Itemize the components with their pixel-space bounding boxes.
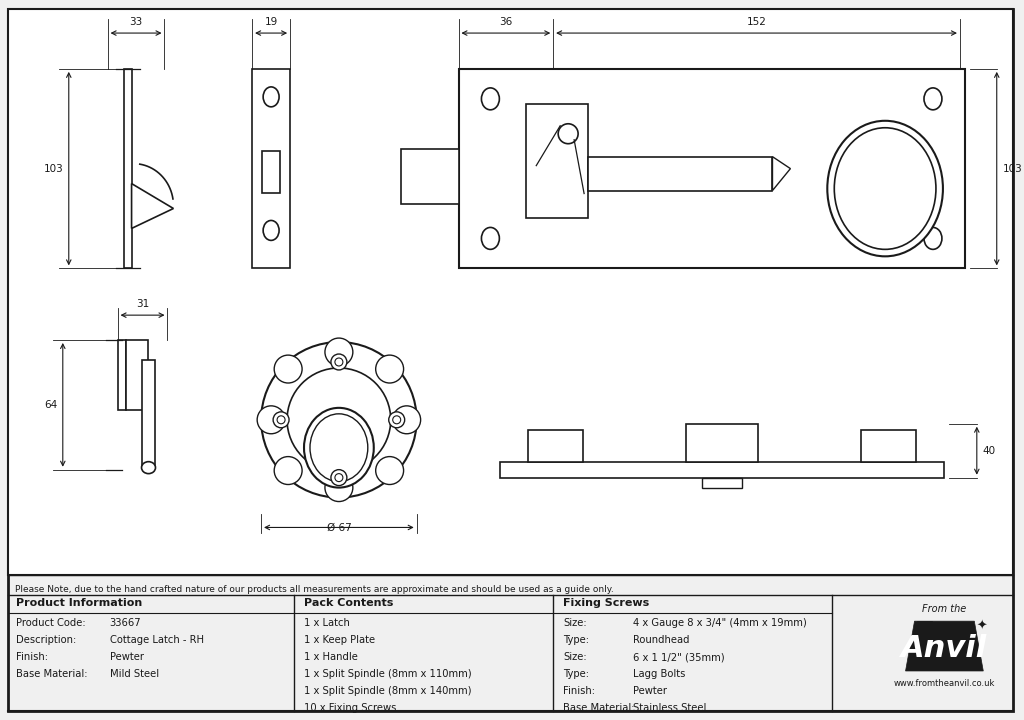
Text: Description:: Description: bbox=[16, 635, 76, 645]
Text: Stainless Steel: Stainless Steel bbox=[633, 703, 707, 713]
Ellipse shape bbox=[304, 408, 374, 487]
Text: 40: 40 bbox=[983, 446, 996, 456]
Circle shape bbox=[274, 456, 302, 485]
Circle shape bbox=[376, 355, 403, 383]
Bar bbox=[328, 401, 350, 423]
Text: 36: 36 bbox=[500, 17, 512, 27]
Polygon shape bbox=[131, 184, 173, 228]
Ellipse shape bbox=[481, 228, 500, 249]
Text: Product Code:: Product Code: bbox=[16, 618, 86, 628]
Ellipse shape bbox=[924, 88, 942, 110]
Circle shape bbox=[389, 412, 404, 428]
Bar bbox=[528, 430, 583, 462]
Text: Type:: Type: bbox=[563, 669, 589, 679]
Bar bbox=[501, 462, 944, 477]
Text: Roundhead: Roundhead bbox=[633, 635, 689, 645]
Text: 6 x 1 1/2" (35mm): 6 x 1 1/2" (35mm) bbox=[633, 652, 725, 662]
Ellipse shape bbox=[481, 88, 500, 110]
Text: 31: 31 bbox=[136, 300, 150, 309]
Circle shape bbox=[335, 358, 343, 366]
Bar bbox=[400, 149, 459, 204]
Bar bbox=[124, 69, 131, 269]
Ellipse shape bbox=[141, 462, 156, 474]
Bar bbox=[8, 9, 1013, 575]
Text: www.fromtheanvil.co.uk: www.fromtheanvil.co.uk bbox=[894, 679, 995, 688]
Text: Ø 67: Ø 67 bbox=[327, 523, 351, 532]
Text: Pack Contents: Pack Contents bbox=[304, 598, 393, 608]
Text: 10 x Fixing Screws: 10 x Fixing Screws bbox=[304, 703, 396, 713]
Circle shape bbox=[261, 342, 417, 498]
Text: Size:: Size: bbox=[563, 618, 587, 628]
Circle shape bbox=[331, 354, 347, 370]
Circle shape bbox=[273, 412, 289, 428]
Text: Pewter: Pewter bbox=[633, 686, 667, 696]
Text: 103: 103 bbox=[44, 163, 63, 174]
Text: 1 x Keep Plate: 1 x Keep Plate bbox=[304, 635, 375, 645]
Ellipse shape bbox=[827, 121, 943, 256]
Bar bbox=[262, 150, 281, 192]
Text: Product Information: Product Information bbox=[16, 598, 142, 608]
Text: 1 x Latch: 1 x Latch bbox=[304, 618, 350, 628]
Text: Fixing Screws: Fixing Screws bbox=[563, 598, 649, 608]
Text: Base Material:: Base Material: bbox=[563, 703, 635, 713]
Text: 103: 103 bbox=[1002, 163, 1023, 174]
Text: Finish:: Finish: bbox=[563, 686, 595, 696]
Text: Please Note, due to the hand crafted nature of our products all measurements are: Please Note, due to the hand crafted nat… bbox=[15, 585, 613, 594]
Polygon shape bbox=[772, 157, 791, 191]
Ellipse shape bbox=[835, 127, 936, 249]
Circle shape bbox=[335, 474, 343, 482]
Text: 1 x Split Spindle (8mm x 140mm): 1 x Split Spindle (8mm x 140mm) bbox=[304, 686, 471, 696]
Circle shape bbox=[287, 368, 391, 472]
Bar bbox=[118, 340, 126, 410]
Bar bbox=[252, 69, 290, 269]
Bar bbox=[702, 477, 742, 487]
Text: Finish:: Finish: bbox=[16, 652, 48, 662]
Bar bbox=[588, 157, 772, 191]
Ellipse shape bbox=[263, 220, 280, 240]
Bar bbox=[871, 149, 899, 183]
Text: Size:: Size: bbox=[563, 652, 587, 662]
Bar bbox=[526, 104, 588, 218]
Text: Lagg Bolts: Lagg Bolts bbox=[633, 669, 685, 679]
Ellipse shape bbox=[263, 87, 280, 107]
Text: Mild Steel: Mild Steel bbox=[110, 669, 159, 679]
Circle shape bbox=[274, 355, 302, 383]
Text: 1 x Split Spindle (8mm x 110mm): 1 x Split Spindle (8mm x 110mm) bbox=[304, 669, 472, 679]
Bar bbox=[861, 430, 916, 462]
Text: Cottage Latch - RH: Cottage Latch - RH bbox=[110, 635, 204, 645]
Text: 4 x Gauge 8 x 3/4" (4mm x 19mm): 4 x Gauge 8 x 3/4" (4mm x 19mm) bbox=[633, 618, 807, 628]
Ellipse shape bbox=[310, 414, 368, 482]
Text: 33: 33 bbox=[129, 17, 142, 27]
Text: 1 x Handle: 1 x Handle bbox=[304, 652, 357, 662]
Circle shape bbox=[558, 124, 579, 144]
Circle shape bbox=[331, 469, 347, 485]
Text: 152: 152 bbox=[746, 17, 767, 27]
Bar bbox=[126, 340, 147, 410]
Circle shape bbox=[376, 456, 403, 485]
Bar bbox=[686, 424, 758, 462]
Bar bbox=[916, 621, 933, 635]
Text: From the: From the bbox=[923, 604, 967, 614]
Ellipse shape bbox=[924, 228, 942, 249]
Text: Anvil: Anvil bbox=[901, 634, 987, 662]
Circle shape bbox=[393, 406, 421, 433]
Text: Base Material:: Base Material: bbox=[16, 669, 87, 679]
Circle shape bbox=[257, 406, 285, 433]
Polygon shape bbox=[905, 621, 983, 671]
Text: 33667: 33667 bbox=[110, 618, 141, 628]
Bar bbox=[863, 140, 907, 191]
Text: Type:: Type: bbox=[563, 635, 589, 645]
Circle shape bbox=[278, 416, 285, 424]
Circle shape bbox=[393, 416, 400, 424]
Text: 64: 64 bbox=[45, 400, 57, 410]
Bar bbox=[141, 360, 156, 468]
Circle shape bbox=[325, 338, 353, 366]
Text: 19: 19 bbox=[264, 17, 278, 27]
Circle shape bbox=[325, 474, 353, 502]
Text: ✦: ✦ bbox=[976, 619, 987, 632]
Text: Pewter: Pewter bbox=[110, 652, 143, 662]
Bar bbox=[459, 69, 965, 269]
